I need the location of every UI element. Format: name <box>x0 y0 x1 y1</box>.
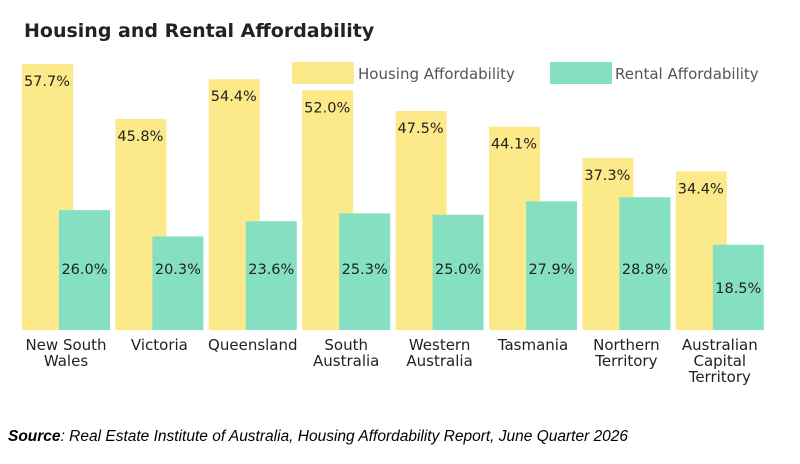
bar-rental-6 <box>619 197 671 330</box>
data-label-rental-5: 27.9% <box>528 262 574 278</box>
chart-title: Housing and Rental Affordability <box>24 20 375 42</box>
legend: Housing Affordability Rental Affordabilit… <box>292 62 759 84</box>
x-tick-label-0-1: Wales <box>44 352 88 370</box>
bar-rental-3 <box>339 213 391 330</box>
data-labels-group: 57.7% 26.0% 45.8% 20.3% 54.4% 23.6% 52.0% 25.3%… <box>24 74 761 297</box>
bar-rental-0 <box>59 210 110 330</box>
data-label-housing-7: 34.4% <box>678 181 724 197</box>
x-tick-label-6-1: Territory <box>594 352 657 370</box>
source-label: Source <box>8 428 61 445</box>
bars-group <box>22 64 764 331</box>
x-tick-label-2-0: Queensland <box>208 336 297 354</box>
bar-chart: 57.7% 26.0% 45.8% 20.3% 54.4% 23.6% 52.0% 25.3%… <box>22 62 764 386</box>
x-tick-label-1-0: Victoria <box>131 336 188 354</box>
x-tick-label-7-1: Capital <box>693 352 746 370</box>
data-label-housing-2: 54.4% <box>211 89 257 105</box>
data-label-housing-1: 45.8% <box>117 129 163 145</box>
data-label-rental-3: 25.3% <box>342 262 388 278</box>
data-label-rental-7: 18.5% <box>715 281 761 297</box>
x-tick-label-3-1: Australia <box>313 352 379 370</box>
bar-rental-1 <box>152 236 204 330</box>
x-tick-label-7-0: Australian <box>682 336 758 354</box>
data-label-housing-5: 44.1% <box>491 137 537 153</box>
x-tick-label-7-2: Territory <box>688 368 751 386</box>
x-tick-label-6-0: Northern <box>593 336 660 354</box>
legend-label-1: Rental Affordability <box>615 65 759 83</box>
bar-rental-7 <box>712 244 764 330</box>
legend-swatch-0 <box>292 62 354 84</box>
data-label-rental-2: 23.6% <box>248 262 294 278</box>
x-tick-label-4-1: Australia <box>406 352 472 370</box>
source-text: : Real Estate Institute of Australia, Ho… <box>60 428 629 445</box>
data-label-housing-0: 57.7% <box>24 74 70 90</box>
data-label-rental-1: 20.3% <box>155 262 201 278</box>
bar-rental-5 <box>526 201 577 330</box>
bar-rental-2 <box>245 221 297 330</box>
data-label-housing-4: 47.5% <box>398 121 444 137</box>
x-tick-label-5-0: Tasmania <box>497 336 568 354</box>
legend-swatch-1 <box>550 62 612 84</box>
data-label-housing-6: 37.3% <box>584 168 630 184</box>
data-label-rental-4: 25.0% <box>435 262 481 278</box>
x-tick-label-3-0: South <box>324 336 368 354</box>
data-label-rental-6: 28.8% <box>622 262 668 278</box>
legend-label-0: Housing Affordability <box>358 65 515 83</box>
data-label-rental-0: 26.0% <box>61 262 107 278</box>
x-tick-label-0-0: New South <box>25 336 106 354</box>
bar-rental-4 <box>432 214 484 330</box>
source-note: Source: Real Estate Institute of Austral… <box>8 428 628 446</box>
data-label-housing-3: 52.0% <box>304 100 350 116</box>
x-tick-label-4-0: Western <box>409 336 471 354</box>
